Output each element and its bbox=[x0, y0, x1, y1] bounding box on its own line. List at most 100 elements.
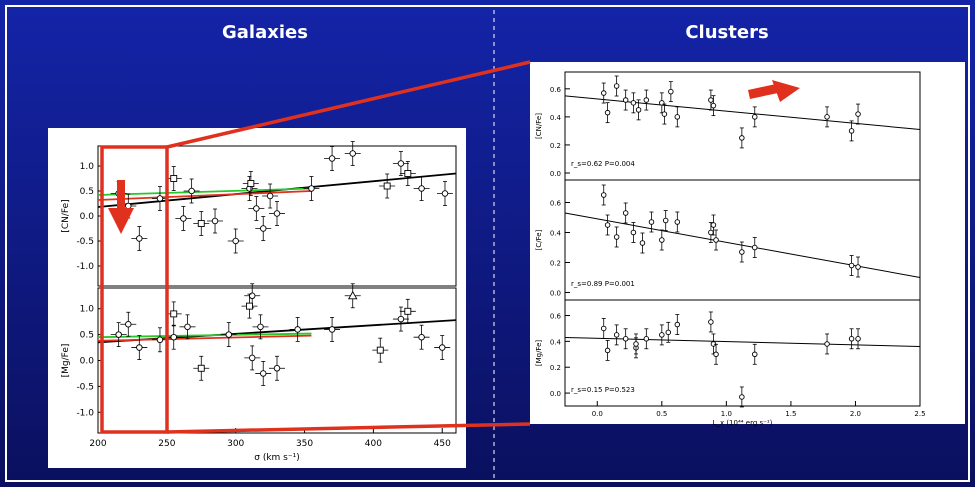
data-point bbox=[184, 323, 191, 331]
y-tick-label: 0.0 bbox=[80, 357, 95, 367]
data-point bbox=[708, 97, 714, 103]
x-tick-label: 200 bbox=[89, 439, 106, 449]
data-point bbox=[855, 336, 861, 342]
data-point bbox=[630, 229, 637, 236]
y-tick-label: 0.6 bbox=[550, 313, 562, 321]
clusters-mg-plot: 0.0 0.2 0.4 0.6 0.0 0.5 1.0 1.5 2.0 2.5 [Mg/Fe] L_x… bbox=[535, 299, 926, 427]
data-point bbox=[125, 321, 132, 328]
data-point bbox=[713, 351, 719, 358]
x-tick-label: 400 bbox=[365, 439, 382, 449]
data-point bbox=[383, 182, 391, 190]
data-point bbox=[136, 235, 143, 242]
data-point bbox=[257, 323, 264, 331]
data-point bbox=[668, 88, 674, 95]
x-tick-label: 1.5 bbox=[785, 410, 796, 418]
data-point bbox=[308, 185, 315, 192]
x-tick-label: 300 bbox=[227, 439, 244, 449]
data-point bbox=[404, 170, 412, 177]
clusters-c-plot: 0.0 0.2 0.4 0.6 [C/Fe] r_s=0.89 P=0.001 bbox=[535, 179, 921, 301]
data-point bbox=[294, 326, 301, 333]
data-point bbox=[225, 331, 233, 338]
data-point bbox=[708, 319, 714, 325]
zoom-line-bottom bbox=[166, 422, 531, 434]
data-point bbox=[248, 354, 256, 362]
y-tick-label: 0.4 bbox=[550, 338, 562, 346]
data-point bbox=[824, 341, 830, 347]
fit-line bbox=[97, 187, 312, 196]
clusters-figure bbox=[530, 62, 965, 424]
y-axis-label: [Mg/Fe] bbox=[61, 344, 71, 378]
x-axis-label: σ (km s⁻¹) bbox=[254, 453, 299, 463]
right-arrow bbox=[748, 80, 800, 102]
data-point bbox=[659, 237, 665, 243]
data-point bbox=[600, 192, 607, 198]
stats-annotation: r_s=0.89 P=0.001 bbox=[571, 280, 635, 288]
y-tick-label: 0.4 bbox=[550, 230, 562, 238]
y-tick-label: 0.5 bbox=[80, 187, 94, 197]
data-point bbox=[630, 100, 637, 106]
data-point bbox=[855, 264, 861, 270]
data-point bbox=[639, 240, 646, 246]
data-point bbox=[604, 222, 611, 228]
data-point bbox=[674, 321, 681, 328]
data-point bbox=[713, 237, 719, 243]
x-axis-label: L_x (10⁴⁴ erg s⁻¹) bbox=[713, 419, 773, 427]
data-point bbox=[613, 332, 620, 338]
y-tick-label: 0.2 bbox=[550, 260, 561, 268]
y-tick-label: 0.4 bbox=[550, 114, 562, 122]
y-tick-label: 1.0 bbox=[80, 162, 95, 172]
y-tick-label: -1.0 bbox=[76, 408, 94, 418]
stats-annotation: r_s=0.15 P=0.523 bbox=[571, 386, 635, 394]
y-axis-label: [CN/Fe] bbox=[61, 199, 71, 232]
data-point bbox=[643, 336, 650, 342]
x-tick-label: 1.0 bbox=[721, 410, 732, 418]
y-axis-label: [Mg/Fe] bbox=[535, 340, 543, 367]
data-point bbox=[665, 329, 672, 336]
data-point bbox=[170, 175, 178, 182]
x-tick-label: 2.0 bbox=[850, 410, 861, 418]
fit-line bbox=[97, 190, 312, 201]
data-point bbox=[328, 326, 336, 333]
data-point bbox=[397, 160, 405, 167]
data-point bbox=[156, 195, 164, 202]
data-point bbox=[180, 215, 187, 222]
y-tick-label: -0.5 bbox=[76, 382, 94, 392]
data-point bbox=[273, 365, 281, 372]
zoom-line-top bbox=[166, 60, 531, 149]
data-point bbox=[739, 394, 745, 400]
data-point bbox=[648, 219, 655, 225]
data-point bbox=[156, 336, 164, 344]
data-point bbox=[622, 336, 629, 342]
clusters-cn-plot: 0.0 0.2 0.4 0.6 [CN/Fe] r_s=0.62 P=0.004 bbox=[535, 71, 921, 181]
data-point bbox=[347, 290, 358, 300]
y-tick-label: 0.6 bbox=[550, 200, 562, 208]
data-point bbox=[622, 97, 629, 103]
data-point bbox=[659, 332, 665, 338]
y-tick-label: 0.0 bbox=[550, 170, 561, 178]
y-tick-label: 0.6 bbox=[550, 86, 562, 94]
y-tick-label: -1.0 bbox=[76, 262, 94, 272]
data-point bbox=[633, 341, 639, 347]
data-point bbox=[266, 192, 274, 200]
data-point bbox=[604, 347, 611, 354]
data-point bbox=[404, 307, 412, 315]
x-tick-label: 2.5 bbox=[914, 410, 925, 418]
x-tick-label: 450 bbox=[434, 439, 451, 449]
x-tick-label: 250 bbox=[158, 439, 175, 449]
data-point bbox=[643, 97, 650, 103]
data-point bbox=[253, 205, 260, 212]
data-point bbox=[125, 202, 132, 210]
slide-frame bbox=[5, 5, 970, 482]
data-point bbox=[247, 180, 255, 187]
plot-frame bbox=[564, 299, 921, 407]
y-tick-label: 0.2 bbox=[550, 364, 561, 372]
data-point bbox=[662, 217, 669, 224]
data-point bbox=[418, 333, 425, 341]
galaxies-mg-plot: -1.0 -0.5 0.0 0.5 1.0 200 250 300 350 400 450 [Mg/F… bbox=[61, 283, 457, 463]
data-point bbox=[259, 225, 267, 232]
data-point bbox=[824, 114, 830, 120]
data-point bbox=[232, 237, 239, 245]
data-point bbox=[418, 185, 425, 192]
y-tick-label: 1.0 bbox=[80, 305, 95, 315]
